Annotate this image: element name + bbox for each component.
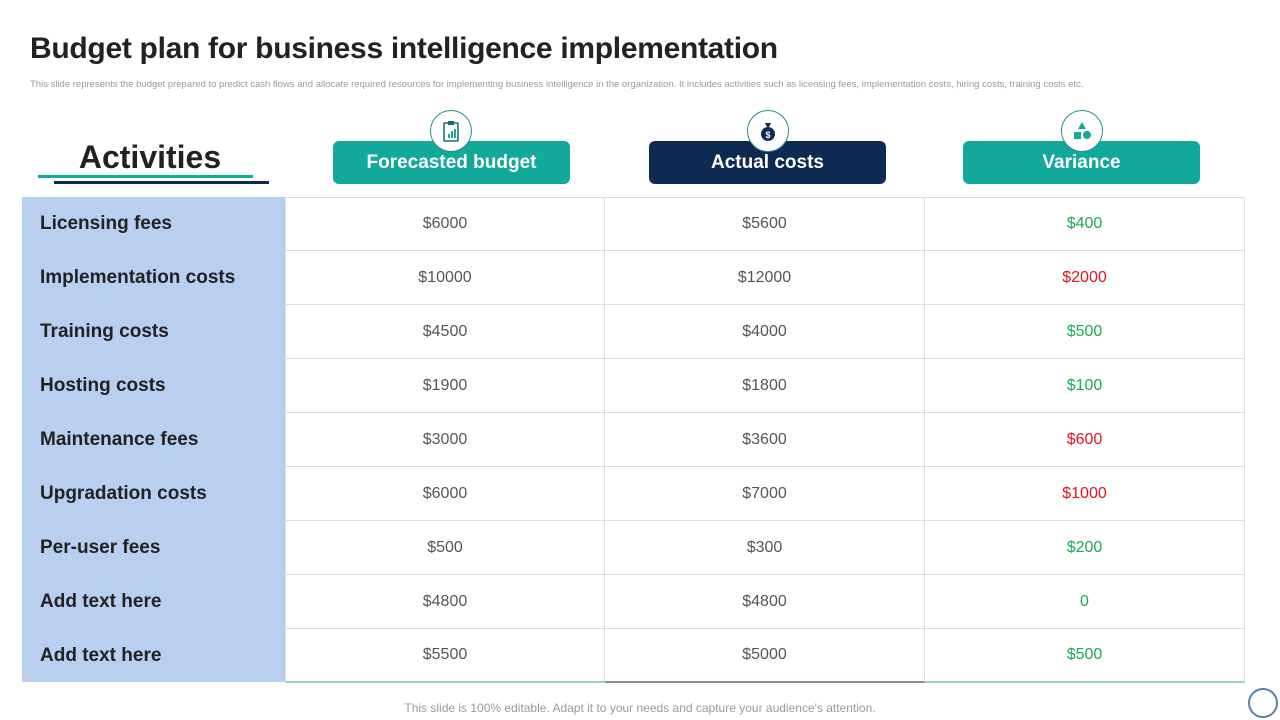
activity-label: Maintenance fees (40, 429, 199, 450)
variance-value: $2000 (925, 251, 1245, 305)
variance-value: $500 (925, 305, 1245, 359)
variance-value: 0 (925, 575, 1245, 629)
forecast-value: $4500 (285, 305, 605, 359)
actual-value: $4000 (605, 305, 925, 359)
actual-value: $3600 (605, 413, 925, 467)
table-row: Maintenance fees $3000 $3600 $600 (22, 413, 1245, 467)
actual-value: $5000 (605, 629, 925, 683)
variance-value: $600 (925, 413, 1245, 467)
variance-value: $100 (925, 359, 1245, 413)
activity-label: Hosting costs (40, 375, 166, 396)
activity-label: Licensing fees (40, 213, 172, 234)
forecast-value: $5500 (285, 629, 605, 683)
footer-note: This slide is 100% editable. Adapt it to… (404, 701, 876, 715)
activity-label: Implementation costs (40, 267, 236, 288)
activity-label: Upgradation costs (40, 483, 207, 504)
actual-value: $300 (605, 521, 925, 575)
table-row: Add text here $5500 $5000 $500 (22, 629, 1245, 683)
variance-value: $200 (925, 521, 1245, 575)
actual-value: $12000 (605, 251, 925, 305)
activity-label: Per-user fees (40, 537, 161, 558)
page-title: Budget plan for business intelligence im… (30, 32, 778, 65)
svg-text:$: $ (765, 130, 770, 140)
activity-label: Add text here (40, 645, 162, 666)
heading-underline-teal (38, 175, 253, 178)
actual-value: $4800 (605, 575, 925, 629)
heading-underline-navy (54, 181, 269, 184)
table-row: Training costs $4500 $4000 $500 (22, 305, 1245, 359)
activity-label: Add text here (40, 591, 162, 612)
activity-column-background (22, 197, 285, 682)
actual-value: $7000 (605, 467, 925, 521)
forecast-value: $6000 (285, 197, 605, 251)
forecast-value: $10000 (285, 251, 605, 305)
forecast-value: $500 (285, 521, 605, 575)
actual-value: $5600 (605, 197, 925, 251)
forecast-value: $6000 (285, 467, 605, 521)
table-row: Licensing fees $6000 $5600 $400 (22, 197, 1245, 251)
actual-value: $1800 (605, 359, 925, 413)
forecast-value: $1900 (285, 359, 605, 413)
variance-value: $1000 (925, 467, 1245, 521)
variance-value: $500 (925, 629, 1245, 683)
variance-shapes-icon (1061, 110, 1103, 152)
money-bag-icon: $ (747, 110, 789, 152)
table-row: Per-user fees $500 $300 $200 (22, 521, 1245, 575)
activity-label: Training costs (40, 321, 169, 342)
circle-decoration (1248, 688, 1278, 718)
budget-table: Licensing fees $6000 $5600 $400 Implementati… (22, 197, 1245, 683)
forecast-value: $3000 (285, 413, 605, 467)
table-row: Hosting costs $1900 $1800 $100 (22, 359, 1245, 413)
table-row: Add text here $4800 $4800 0 (22, 575, 1245, 629)
table-row: Implementation costs $10000 $12000 $2000 (22, 251, 1245, 305)
forecast-value: $4800 (285, 575, 605, 629)
page-subtitle: This slide represents the budget prepare… (30, 79, 1084, 90)
variance-value: $400 (925, 197, 1245, 251)
clipboard-chart-icon (430, 110, 472, 152)
table-row: Upgradation costs $6000 $7000 $1000 (22, 467, 1245, 521)
activities-heading: Activities (78, 139, 222, 175)
